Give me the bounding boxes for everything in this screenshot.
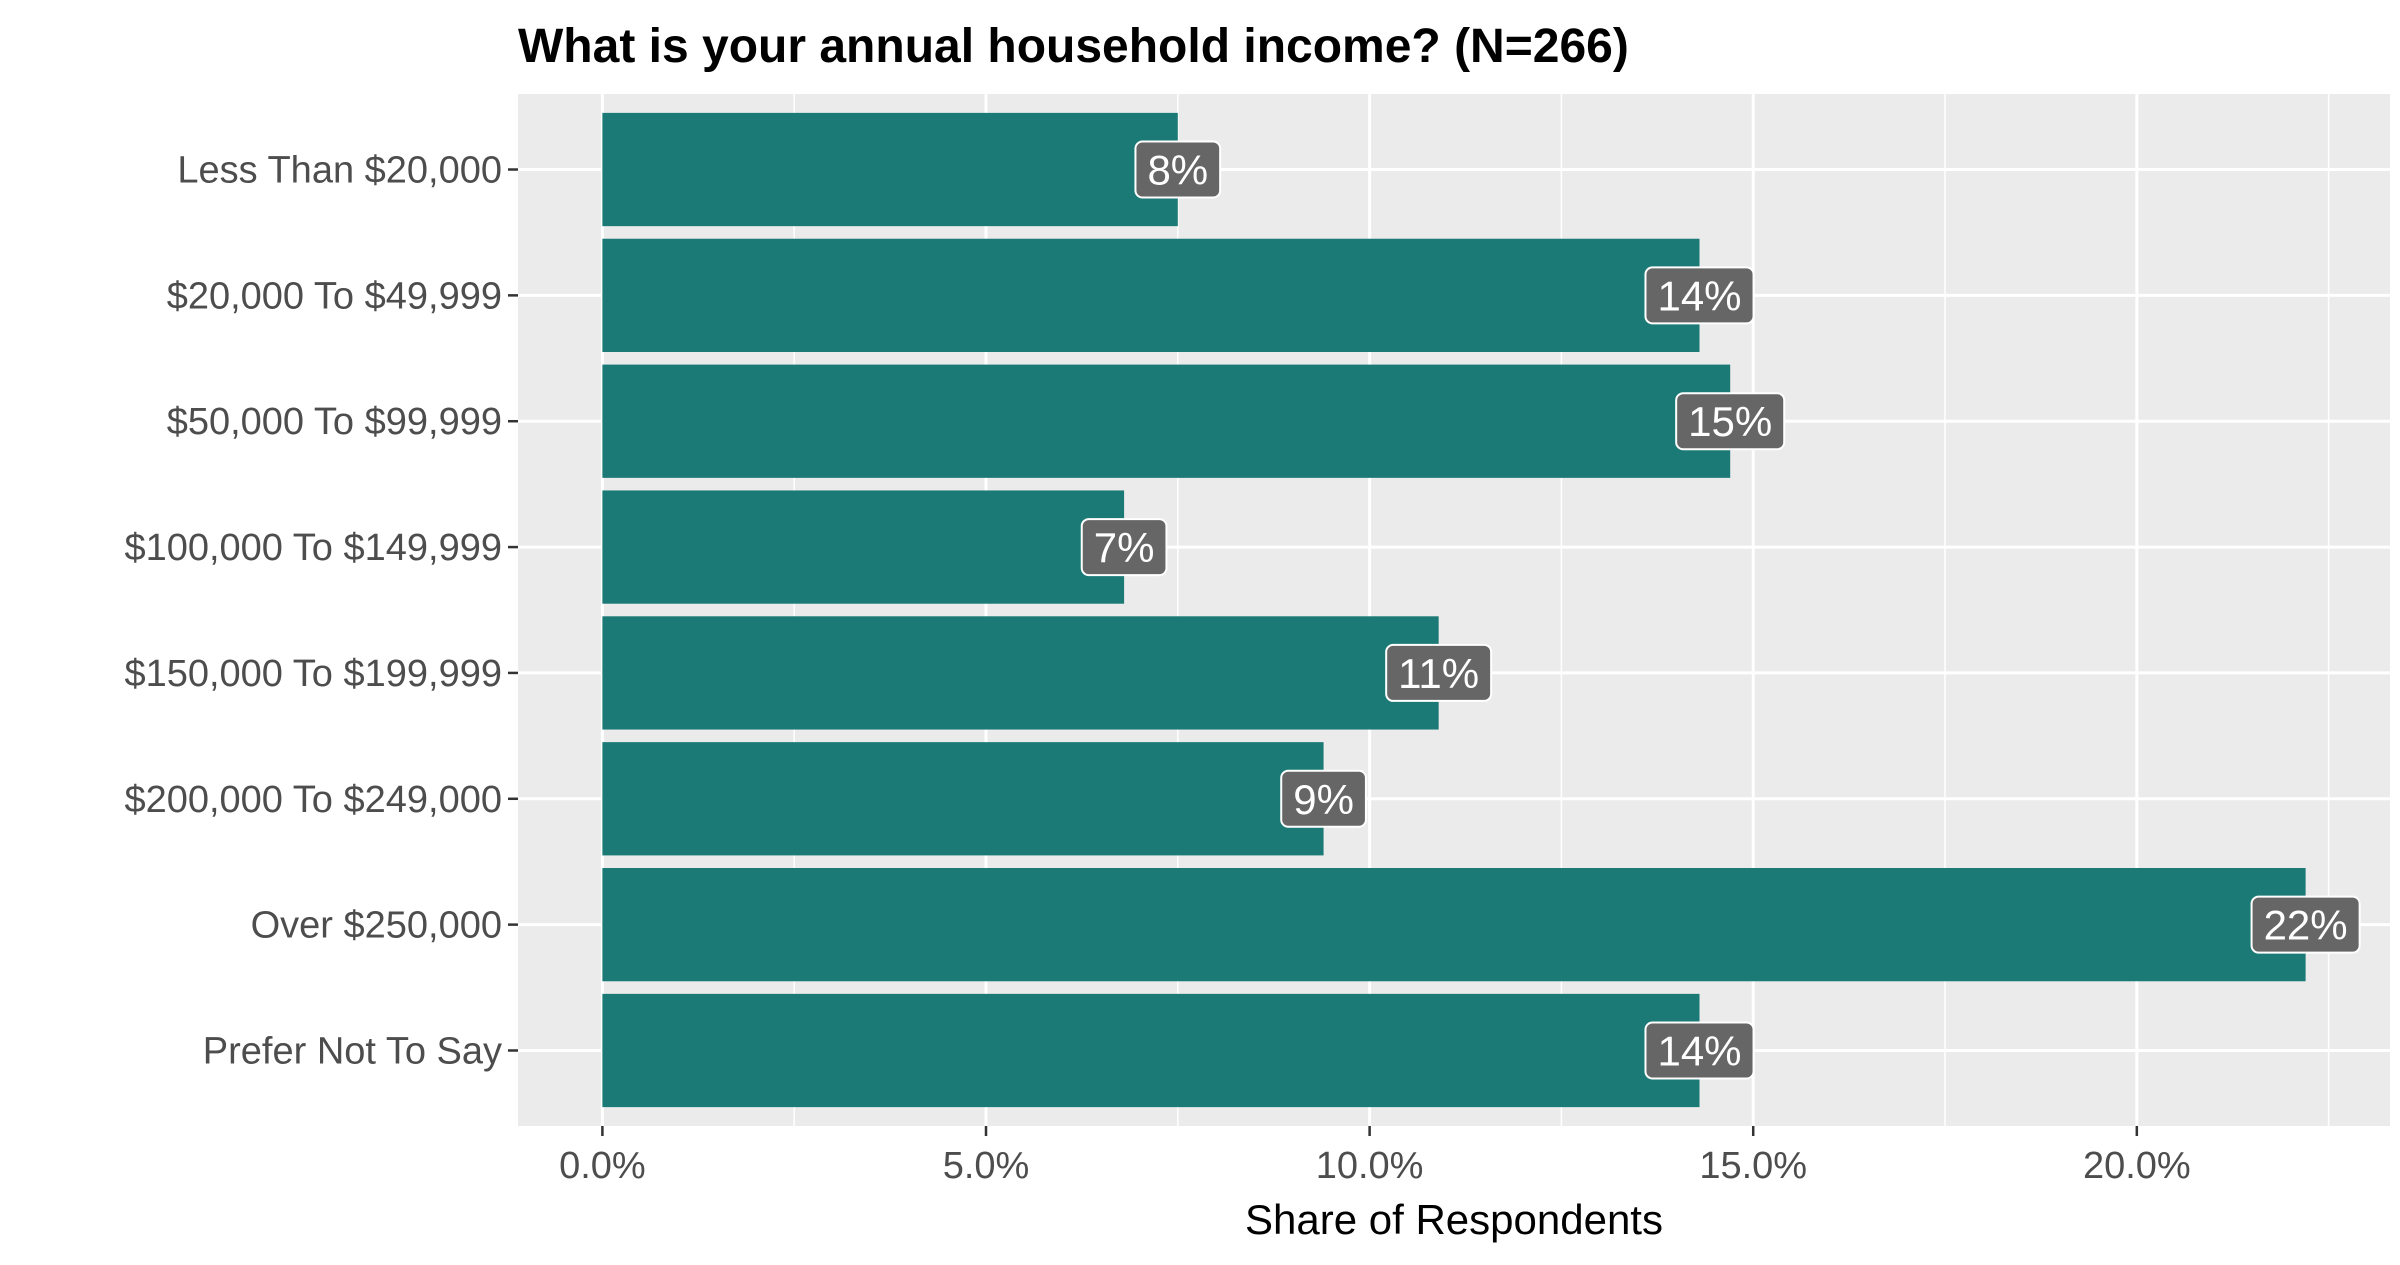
- x-tick-label: 10.0%: [1316, 1145, 1424, 1187]
- x-axis-title: Share of Respondents: [1245, 1196, 1663, 1243]
- y-tick-label: Over $250,000: [251, 905, 502, 947]
- data-label: 15%: [1675, 392, 1786, 451]
- y-tick-label: $150,000 To $199,999: [124, 653, 502, 695]
- x-tick-label: 5.0%: [943, 1145, 1030, 1187]
- chart-title: What is your annual household income? (N…: [518, 20, 1629, 73]
- data-label-box: [1675, 392, 1786, 451]
- bar: [602, 490, 1125, 604]
- data-label: 11%: [1385, 643, 1493, 702]
- data-label-text: 22%: [2264, 902, 2348, 949]
- data-label: 9%: [1280, 769, 1367, 828]
- bars: [602, 112, 2306, 1108]
- y-tick-label: $200,000 To $249,000: [124, 779, 502, 821]
- bar: [602, 616, 1439, 730]
- data-label-box: [1644, 1021, 1755, 1080]
- data-label-text: 9%: [1293, 776, 1354, 823]
- data-label-box: [1644, 266, 1755, 325]
- y-tick-label: $20,000 To $49,999: [167, 275, 502, 317]
- data-label: 14%: [1644, 266, 1755, 325]
- x-tick-label: 20.0%: [2083, 1145, 2191, 1187]
- bar: [602, 364, 1731, 478]
- data-label-text: 14%: [1657, 272, 1741, 319]
- data-label-text: 14%: [1657, 1027, 1741, 1074]
- data-label-text: 8%: [1147, 147, 1208, 194]
- y-axis: Less Than $20,000 $20,000 To $49,999 $50,0…: [124, 150, 518, 1072]
- data-label-box: [1134, 140, 1222, 199]
- data-label: 7%: [1080, 518, 1168, 577]
- data-label-box: [2250, 895, 2361, 954]
- data-label-box: [1080, 518, 1168, 577]
- y-tick-label: Prefer Not To Say: [203, 1030, 502, 1072]
- bar: [602, 112, 1178, 227]
- data-label-text: 11%: [1398, 650, 1479, 697]
- bar: [602, 868, 2306, 982]
- bar: [602, 238, 1700, 352]
- data-label: 14%: [1644, 1021, 1755, 1080]
- y-tick-label: $50,000 To $99,999: [167, 401, 502, 443]
- data-label-text: 7%: [1094, 524, 1155, 571]
- data-label-box: [1280, 769, 1367, 828]
- y-tick-label: Less Than $20,000: [177, 150, 502, 192]
- data-label: 8%: [1134, 140, 1222, 199]
- data-label: 22%: [2250, 895, 2361, 954]
- x-tick-label: 0.0%: [559, 1145, 646, 1187]
- data-label-box: [1385, 643, 1493, 702]
- x-axis: 0.0% 5.0% 10.0% 15.0% 20.0%: [559, 1126, 2191, 1187]
- data-labels: 8% 14% 15% 7% 11% 9% 22% 14%: [1080, 140, 2361, 1080]
- x-tick-label: 15.0%: [1699, 1145, 1807, 1187]
- y-tick-label: $100,000 To $149,999: [124, 527, 502, 569]
- bar: [602, 993, 1700, 1108]
- data-label-text: 15%: [1688, 398, 1772, 445]
- bar: [602, 742, 1324, 856]
